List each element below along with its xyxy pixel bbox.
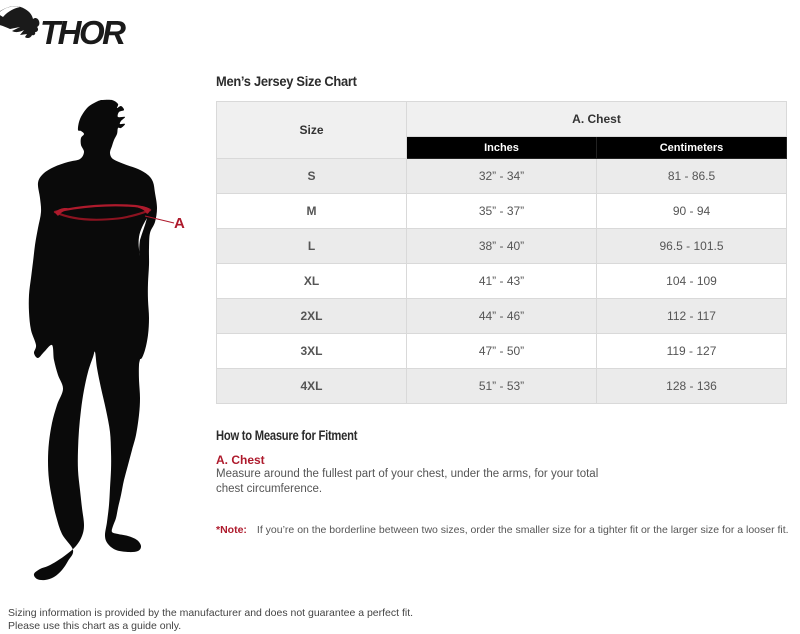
- svg-text:A: A: [174, 215, 185, 232]
